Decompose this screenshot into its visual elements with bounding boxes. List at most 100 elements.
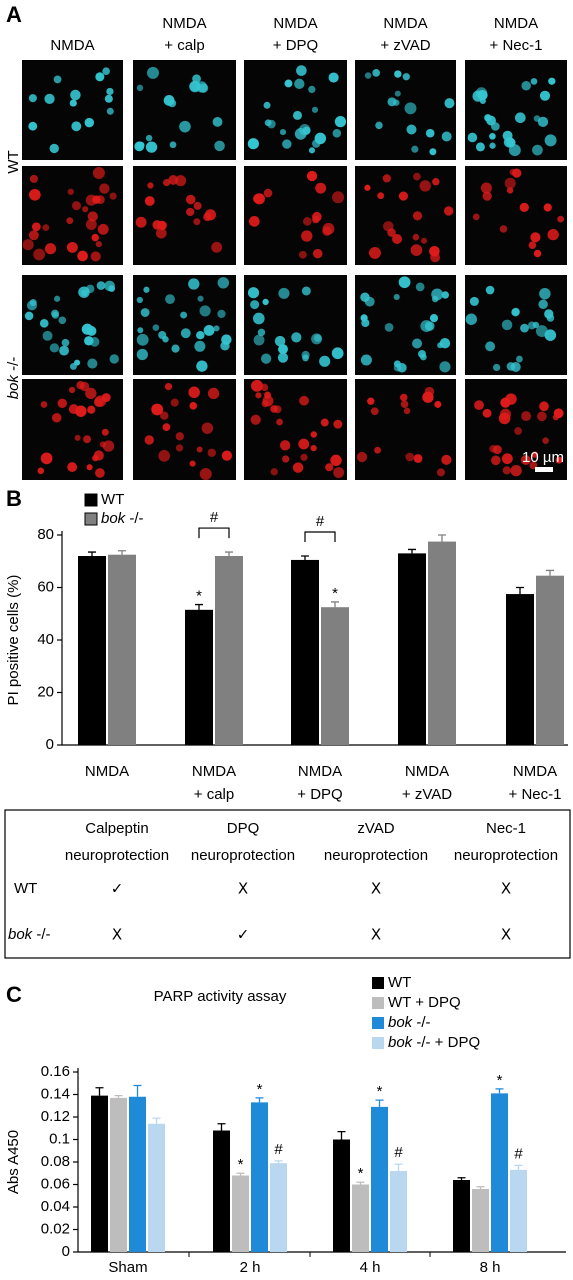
cell: [196, 446, 203, 453]
cell: [284, 79, 293, 88]
significance-marker: #: [394, 1144, 403, 1161]
cell: [51, 413, 62, 423]
micrograph: [465, 275, 567, 375]
cell: [273, 405, 282, 414]
legend-label: WT + DPQ: [388, 994, 461, 1011]
cell: [24, 311, 34, 321]
cell: [257, 328, 266, 337]
cell: [76, 380, 85, 390]
cell: [406, 124, 417, 135]
cell: [405, 452, 415, 462]
cell: [332, 129, 342, 138]
cell: [137, 327, 144, 334]
micrograph: [22, 60, 123, 160]
cell: [186, 207, 195, 217]
cell: [278, 344, 288, 355]
cell: [533, 249, 542, 258]
cell: [364, 184, 371, 191]
table-cell: X: [501, 880, 511, 898]
cell: [485, 341, 496, 352]
error-bar: [514, 1164, 523, 1170]
cell: [412, 338, 423, 349]
y-tick-label: 0.02: [41, 1220, 70, 1237]
cell: [108, 285, 116, 292]
cell: [252, 193, 263, 204]
cell: [99, 183, 110, 194]
cell: [412, 233, 420, 241]
legend-swatch: [372, 1037, 384, 1049]
cell: [40, 452, 53, 465]
y-axis-label: PI positive cells (%): [5, 575, 22, 706]
cell: [214, 140, 225, 152]
cell: [67, 462, 78, 472]
cell: [279, 440, 291, 451]
cell: [44, 243, 57, 255]
x-tick-label: + DPQ: [297, 786, 342, 803]
cell: [557, 215, 565, 223]
chart-title: PARP activity assay: [154, 988, 287, 1005]
x-tick-label: NMDA: [513, 763, 557, 780]
cell: [313, 248, 323, 259]
cell: [83, 435, 92, 444]
cell: [530, 78, 538, 85]
cell: [377, 192, 385, 200]
cell: [319, 355, 331, 367]
cell: [192, 74, 201, 84]
cell: [86, 464, 93, 471]
error-bar: [236, 1172, 245, 1176]
cell: [322, 222, 335, 235]
cell: [260, 353, 272, 364]
cell: [511, 308, 520, 317]
cell: [175, 175, 187, 187]
cell: [398, 276, 411, 289]
cell: [410, 244, 423, 256]
cell: [485, 285, 495, 295]
cell: [387, 228, 396, 237]
x-tick-label: 4 h: [360, 1259, 381, 1276]
cell: [530, 232, 541, 243]
cell: [498, 412, 511, 425]
cell: [85, 194, 97, 206]
cell: [49, 343, 60, 353]
cell: [263, 188, 273, 198]
cell: [151, 403, 164, 416]
cell: [472, 213, 480, 221]
cell: [248, 216, 260, 227]
cell: [306, 170, 318, 182]
cell: [251, 379, 263, 392]
column-label: + calp: [164, 37, 204, 54]
cell: [392, 233, 403, 245]
cell: [393, 360, 401, 368]
cell: [312, 211, 322, 222]
scale-bar: [535, 467, 553, 472]
cell: [384, 322, 394, 332]
x-tick-label: Sham: [108, 1259, 147, 1276]
cell: [37, 467, 45, 475]
cell: [175, 444, 184, 452]
cell: [163, 95, 175, 106]
cell: [140, 308, 150, 317]
cell: [552, 414, 559, 421]
x-tick-label: + calp: [194, 786, 234, 803]
cell: [537, 116, 549, 128]
cell: [67, 188, 74, 195]
cell: [213, 325, 220, 332]
cell: [221, 450, 233, 461]
cell: [506, 362, 516, 371]
cell: [320, 418, 329, 427]
cell: [82, 206, 89, 213]
cell: [313, 334, 322, 342]
bar: [428, 541, 456, 745]
cell: [482, 408, 492, 418]
cell: [101, 428, 109, 436]
table-border: [4, 809, 571, 959]
cell: [441, 291, 449, 299]
cell: [444, 206, 454, 216]
cell: [170, 398, 179, 407]
column-label: NMDA: [162, 15, 206, 32]
cell: [212, 116, 223, 127]
cell: [136, 84, 144, 92]
cell: [260, 383, 269, 392]
bracket: [304, 531, 336, 542]
cell: [58, 316, 67, 325]
